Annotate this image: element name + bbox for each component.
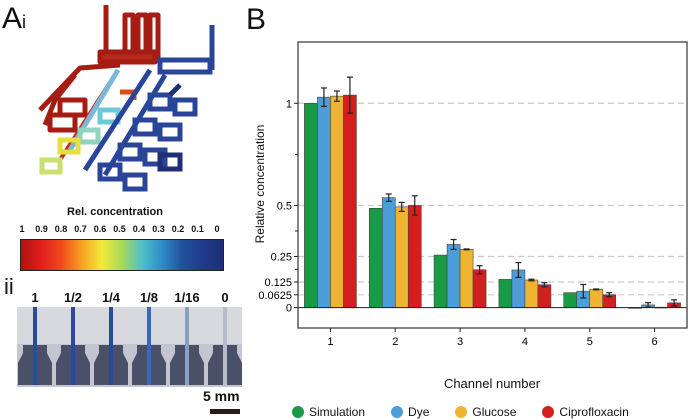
colorbar-tick: 1 [19,224,25,234]
colorbar-tick: 0.8 [54,224,68,234]
photo-label: 1/4 [101,290,121,305]
colorbar-tick: 0.5 [113,224,126,234]
dye-channel [223,307,227,385]
x-tick-label: 5 [587,336,593,348]
bar-ciprofloxacin [472,269,487,308]
x-tick-label: 2 [392,336,398,348]
legend-item: Dye [391,405,429,419]
legend-swatch [455,406,468,418]
y-tick-label: 0.5 [277,200,292,212]
colorbar-tick: 0.3 [152,224,165,234]
y-axis-label: Relative concentration [253,124,267,244]
dye-channel [185,307,189,385]
photo-labels: 1 1/2 1/4 1/8 1/16 0 [17,290,242,306]
x-tick-label: 1 [327,336,333,348]
photo-label: 1/16 [174,290,200,305]
plot-frame [297,41,688,329]
panel-a-letter: A [2,2,23,35]
colorbar-tick: 0.6 [93,224,107,234]
x-axis-label: Channel number [443,376,541,391]
colorbar-tick: 0.2 [171,224,185,234]
dye-channel [109,307,113,385]
bar-dye [381,197,396,308]
bar-dye [317,96,331,308]
panel-label-aii: ii [4,274,14,299]
x-tick-label: 6 [652,336,658,348]
panel-label-b: B [246,3,267,36]
bar-simulation [563,292,578,308]
bar-simulation [304,102,318,308]
colorbar-tick: 0.4 [132,224,146,234]
bar-glucose [524,279,539,308]
y-tick-label: 0.25 [271,252,292,264]
bar-simulation [433,254,448,308]
scale-bar [210,409,240,414]
colorbar-title: Rel. concentration [67,206,163,218]
y-tick-label: 0.125 [264,277,292,289]
legend-swatch [292,406,304,418]
legend-label: Ciprofloxacin [559,405,629,419]
dye-channel [147,307,151,385]
x-tick-label: 3 [457,336,463,348]
legend-swatch [542,406,555,418]
bar-simulation [498,279,513,308]
colorbar-ticks: 1 0.9 0.8 0.7 0.6 0.5 0.4 0.3 0.2 0.1 0 [12,224,222,236]
legend-item: Ciprofloxacin [542,405,629,419]
colorbar-tick: 0.9 [35,224,48,234]
legend-item: Simulation [292,405,365,419]
panel-label-a: Ai [2,4,26,37]
bar-ciprofloxacin [537,284,552,308]
bar-ciprofloxacin [407,205,422,308]
bar-simulation [368,207,383,308]
bar-glucose [589,289,604,308]
dye-photograph [17,307,242,387]
scale-bar-label: 5 mm [203,388,240,404]
bar-glucose [394,206,409,308]
photo-label: 1/8 [139,290,159,305]
legend-swatch [391,406,404,418]
bar-ciprofloxacin [343,94,357,308]
colorbar-tick: 0.1 [191,224,204,234]
legend-item: Glucose [455,405,516,419]
panel-a-sub: i [22,12,27,32]
bar-glucose [459,249,474,308]
legend: Simulation Dye Glucose Ciprofloxacin [292,405,691,419]
dye-channel [33,307,37,385]
y-tick-label: 0 [286,303,292,315]
dye-channel [71,307,75,385]
legend-label: Dye [408,405,430,419]
photo-label: 1 [31,290,39,305]
x-tick-label: 4 [522,336,528,348]
photo-label: 0 [221,290,229,305]
colorbar-tick: 0.7 [74,224,87,234]
bar-dye [446,244,461,308]
photo-label: 1/2 [63,290,83,305]
y-tick-label: 0.0625 [258,290,292,302]
bar-glucose [330,95,344,308]
colorbar-tick: 0 [214,224,220,234]
microfluidic-device-simulation [38,5,215,192]
y-tick-label: 1 [286,98,292,110]
legend-label: Glucose [472,405,517,419]
colorbar [20,239,224,271]
legend-label: Simulation [309,405,366,419]
